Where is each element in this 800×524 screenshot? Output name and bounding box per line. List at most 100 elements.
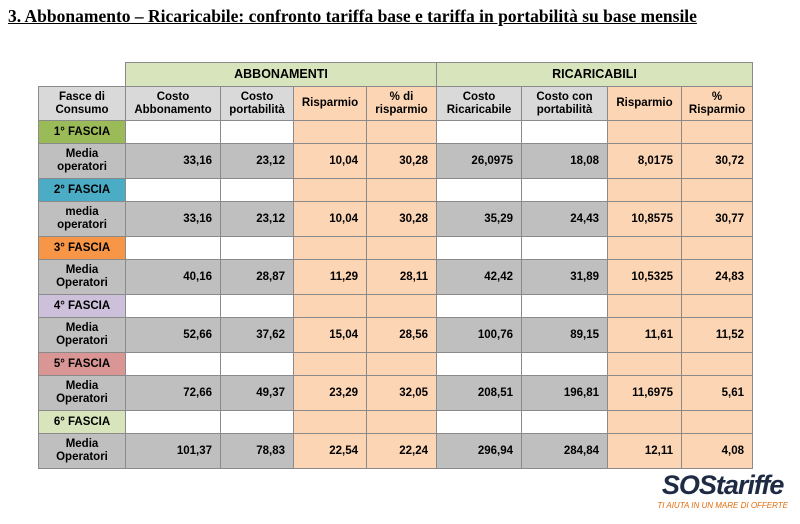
value-cell: 10,5325 <box>607 259 682 295</box>
value-cell: 11,29 <box>293 259 367 295</box>
row-label: Media operatori <box>38 143 126 179</box>
empty-cell <box>125 410 221 434</box>
empty-cell <box>220 352 294 376</box>
value-cell: 72,66 <box>125 375 221 411</box>
empty-cell <box>220 236 294 260</box>
table-row: Media Operatori 72,66 49,37 23,29 32,05 208,5… <box>38 375 754 411</box>
row-label: Media Operatori <box>38 317 126 353</box>
value-cell: 100,76 <box>436 317 522 353</box>
value-cell: 30,28 <box>366 143 437 179</box>
table-row: 2° FASCIA <box>38 178 754 202</box>
value-cell: 23,12 <box>220 143 294 179</box>
row-label: Media Operatori <box>38 375 126 411</box>
logo: SOStariffe TI AIUTA IN UN MARE DI OFFERT… <box>657 470 788 510</box>
value-cell: 49,37 <box>220 375 294 411</box>
empty-cell <box>607 410 682 434</box>
fascia-label: 4° FASCIA <box>38 294 126 318</box>
value-cell: 18,08 <box>521 143 608 179</box>
value-cell: 23,12 <box>220 201 294 237</box>
value-cell: 10,04 <box>293 143 367 179</box>
empty-cell <box>521 120 608 144</box>
empty-cell <box>436 410 522 434</box>
empty-cell <box>125 352 221 376</box>
empty-cell <box>125 236 221 260</box>
table-row: Media operatori 33,16 23,12 10,04 30,28 26,09… <box>38 143 754 179</box>
value-cell: 28,56 <box>366 317 437 353</box>
empty-cell <box>125 178 221 202</box>
table-row: Media Operatori 40,16 28,87 11,29 28,11 42,42… <box>38 259 754 295</box>
empty-cell <box>293 410 367 434</box>
fascia-label: 1° FASCIA <box>38 120 126 144</box>
empty-cell <box>366 294 437 318</box>
empty-cell <box>521 294 608 318</box>
value-cell: 32,05 <box>366 375 437 411</box>
empty-cell <box>366 352 437 376</box>
empty-cell <box>436 120 522 144</box>
empty-cell <box>220 178 294 202</box>
value-cell: 30,72 <box>680 143 754 179</box>
value-cell: 52,66 <box>125 317 221 353</box>
empty-cell <box>680 236 754 260</box>
row-label: Media Operatori <box>38 259 126 295</box>
value-cell: 89,15 <box>521 317 608 353</box>
value-cell: 42,42 <box>436 259 522 295</box>
value-cell: 284,84 <box>521 433 608 469</box>
value-cell: 4,08 <box>680 433 754 469</box>
brand: SOStariffe <box>661 470 785 500</box>
table-row: 4° FASCIA <box>38 294 754 318</box>
empty-cell <box>366 410 437 434</box>
table-row: Media Operatori 101,37 78,83 22,54 22,24 296,… <box>38 433 754 469</box>
table-row: ABBONAMENTI RICARICABILI <box>39 62 754 87</box>
table-row: 3° FASCIA <box>38 236 754 260</box>
empty-cell <box>680 410 754 434</box>
empty-cell <box>680 178 754 202</box>
empty-cell <box>436 178 522 202</box>
value-cell: 10,8575 <box>607 201 682 237</box>
value-cell: 24,43 <box>521 201 608 237</box>
fascia-label: 6° FASCIA <box>38 410 126 434</box>
fascia-label: 3° FASCIA <box>38 236 126 260</box>
title: 3. Abbonamento – Ricaricabile: confronto… <box>8 6 697 26</box>
empty-cell <box>366 236 437 260</box>
row-label: media operatori <box>38 201 126 237</box>
value-cell: 31,89 <box>521 259 608 295</box>
empty-cell <box>293 352 367 376</box>
column-header: Fasce di Consumo <box>38 86 126 121</box>
value-cell: 11,6975 <box>607 375 682 411</box>
fascia-label: 2° FASCIA <box>38 178 126 202</box>
empty-cell <box>293 236 367 260</box>
column-header: Costo con portabilità <box>521 86 608 121</box>
empty-cell <box>607 178 682 202</box>
value-cell: 33,16 <box>125 201 221 237</box>
value-cell: 15,04 <box>293 317 367 353</box>
value-cell: 26,0975 <box>436 143 522 179</box>
value-cell: 11,52 <box>680 317 754 353</box>
value-cell: 8,0175 <box>607 143 682 179</box>
value-cell: 30,28 <box>366 201 437 237</box>
empty-cell <box>436 236 522 260</box>
column-header: Costo Abbonamento <box>125 86 221 121</box>
empty-cell <box>607 352 682 376</box>
tagline: TI AIUTA IN UN MARE DI OFFERTE <box>657 501 788 510</box>
empty-cell <box>521 178 608 202</box>
column-header: Costo portabilità <box>220 86 294 121</box>
value-cell: 22,54 <box>293 433 367 469</box>
value-cell: 296,94 <box>436 433 522 469</box>
empty-cell <box>366 120 437 144</box>
empty-cell <box>125 120 221 144</box>
value-cell: 5,61 <box>680 375 754 411</box>
empty-cell <box>220 294 294 318</box>
empty-cell <box>521 236 608 260</box>
empty-cell <box>125 294 221 318</box>
empty-cell <box>521 352 608 376</box>
value-cell: 28,11 <box>366 259 437 295</box>
value-cell: 23,29 <box>293 375 367 411</box>
table-row: Fasce di Consumo Costo Abbonamento Costo p… <box>38 86 754 121</box>
empty-cell <box>293 178 367 202</box>
table-row: 5° FASCIA <box>38 352 754 376</box>
table-row: media operatori 33,16 23,12 10,04 30,28 35,29… <box>38 201 754 237</box>
value-cell: 101,37 <box>125 433 221 469</box>
value-cell: 78,83 <box>220 433 294 469</box>
empty-cell <box>607 236 682 260</box>
value-cell: 30,77 <box>680 201 754 237</box>
